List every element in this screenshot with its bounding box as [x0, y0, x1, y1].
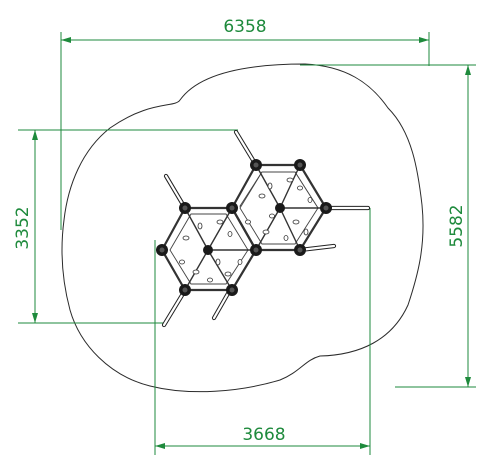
structure-height-label: 3352 — [13, 206, 33, 249]
dimension-overall-width: 6358 — [60, 17, 430, 230]
connector-nodes — [156, 159, 332, 296]
overall-depth-label: 5582 — [447, 204, 467, 247]
structure-width-label: 3668 — [242, 425, 285, 445]
climbing-structure — [156, 129, 371, 328]
dimension-overall-depth: 5582 — [300, 64, 476, 388]
dimension-structure-width: 3668 — [154, 208, 371, 455]
dimension-structure-height: 3352 — [13, 129, 238, 324]
climbing-holds — [179, 177, 313, 283]
overall-width-label: 6358 — [223, 17, 266, 37]
safety-zone-outline — [61, 63, 424, 393]
